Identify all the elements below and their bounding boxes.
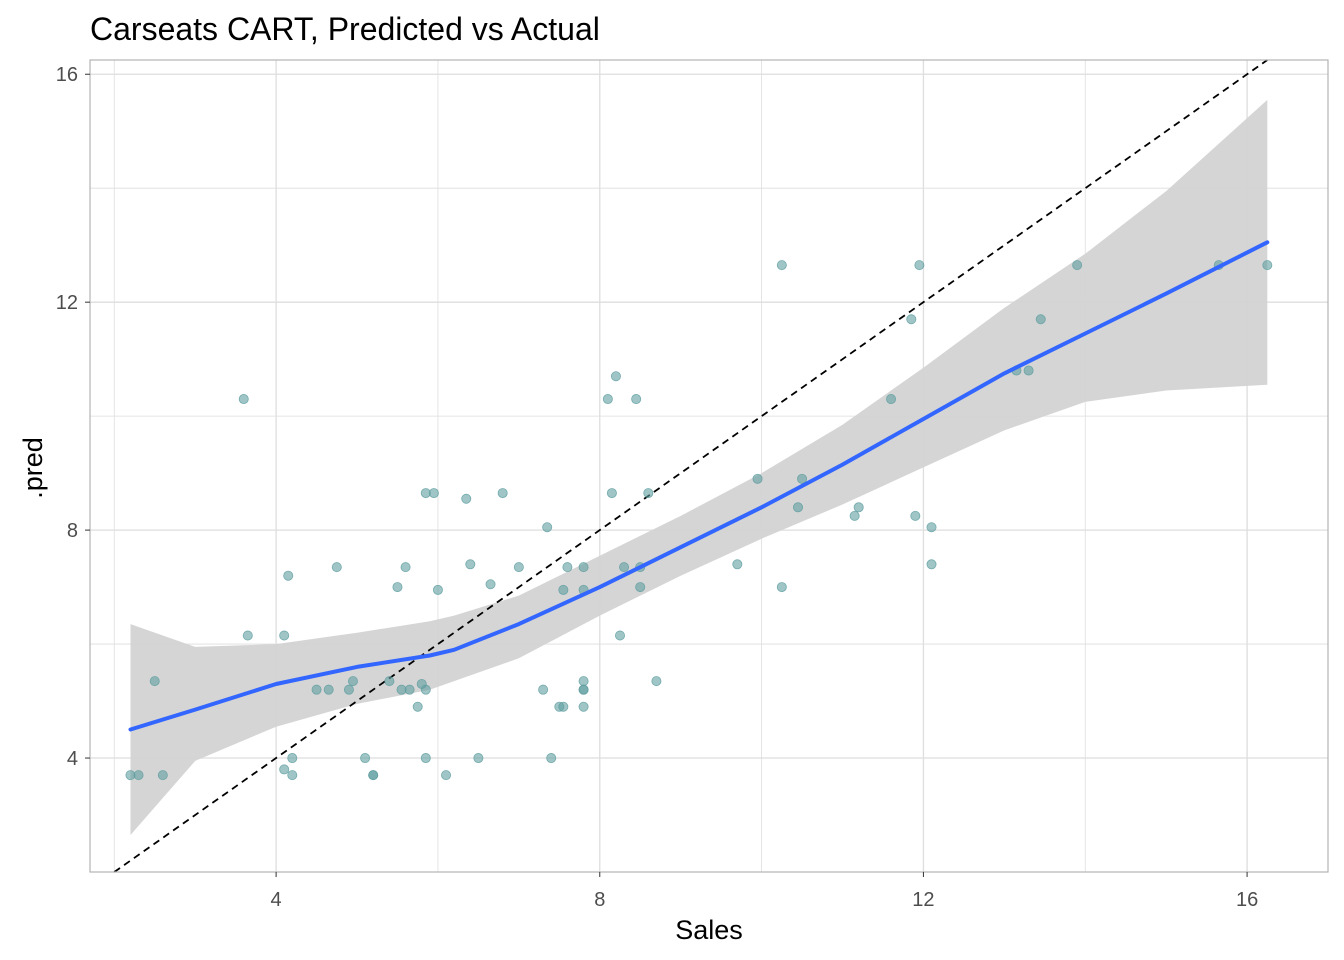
data-point: [441, 770, 452, 781]
data-point: [1262, 260, 1273, 271]
data-point: [412, 701, 423, 712]
data-point: [610, 371, 621, 382]
y-axis-ticks: 4 8 12 16: [56, 64, 90, 770]
data-point: [343, 684, 354, 695]
data-point: [631, 394, 642, 405]
data-point: [1035, 314, 1046, 325]
y-tick-label: 8: [67, 520, 78, 542]
data-point: [149, 676, 160, 687]
data-point: [238, 394, 249, 405]
data-point: [926, 522, 937, 533]
data-point: [542, 522, 553, 533]
data-point: [914, 260, 925, 271]
x-tick-label: 8: [594, 889, 605, 911]
data-point: [404, 684, 415, 695]
y-tick-label: 16: [56, 64, 78, 86]
confidence-ribbon-layer: [130, 99, 1268, 835]
data-point: [732, 559, 743, 570]
data-point: [279, 764, 290, 775]
data-point: [331, 562, 342, 573]
data-point: [578, 701, 589, 712]
y-tick-label: 4: [67, 748, 78, 770]
data-point: [558, 584, 569, 595]
data-point: [497, 488, 508, 499]
data-point: [619, 562, 630, 573]
data-point: [926, 559, 937, 570]
data-point: [432, 584, 443, 595]
reference-line-layer: [113, 59, 1268, 873]
data-point: [485, 579, 496, 590]
data-point: [513, 562, 524, 573]
x-tick-label: 4: [271, 889, 282, 911]
data-point: [578, 684, 589, 695]
data-point: [279, 630, 290, 641]
data-point: [558, 701, 569, 712]
data-point: [797, 473, 808, 484]
data-point: [428, 488, 439, 499]
data-point: [400, 562, 411, 573]
x-tick-label: 12: [912, 889, 934, 911]
data-point: [849, 510, 860, 521]
data-point: [133, 770, 144, 781]
data-point: [793, 502, 804, 513]
data-point: [420, 684, 431, 695]
data-point: [392, 582, 403, 593]
smooth-fit-line: [128, 240, 1270, 732]
y-axis-title: .pred: [18, 437, 48, 499]
x-axis-title: Sales: [675, 915, 743, 945]
data-point: [242, 630, 253, 641]
smooth-line-layer: [128, 240, 1270, 732]
reference-line: [113, 59, 1268, 873]
data-point: [1023, 365, 1034, 376]
chart-title: Carseats CART, Predicted vs Actual: [90, 11, 600, 47]
y-tick-label: 12: [56, 292, 78, 314]
data-point: [461, 493, 472, 504]
panel-border: [89, 59, 1329, 873]
data-point: [910, 510, 921, 521]
data-point: [643, 488, 654, 499]
data-point: [906, 314, 917, 325]
data-point: [360, 753, 371, 764]
data-point: [473, 753, 484, 764]
data-point: [602, 394, 613, 405]
data-point: [776, 582, 787, 593]
data-point: [578, 676, 589, 687]
data-point: [562, 562, 573, 573]
x-axis-ticks: 4 8 12 16: [271, 872, 1258, 911]
data-point: [635, 582, 646, 593]
data-point: [384, 676, 395, 687]
data-point: [578, 562, 589, 573]
data-point: [157, 770, 168, 781]
data-point: [752, 473, 763, 484]
x-tick-label: 16: [1236, 889, 1258, 911]
data-point: [853, 502, 864, 513]
data-point: [347, 676, 358, 687]
data-point: [606, 488, 617, 499]
data-point: [465, 559, 476, 570]
data-point: [420, 753, 431, 764]
data-point: [546, 753, 557, 764]
data-point: [311, 684, 322, 695]
data-point: [538, 684, 549, 695]
data-point: [287, 753, 298, 764]
data-point: [283, 570, 294, 581]
data-point: [776, 260, 787, 271]
data-point: [886, 394, 897, 405]
data-point: [614, 630, 625, 641]
confidence-ribbon: [130, 99, 1268, 835]
data-point: [287, 770, 298, 781]
data-point: [651, 676, 662, 687]
data-point: [368, 770, 379, 781]
grid: [90, 60, 1328, 872]
data-point: [1072, 260, 1083, 271]
data-point: [323, 684, 334, 695]
